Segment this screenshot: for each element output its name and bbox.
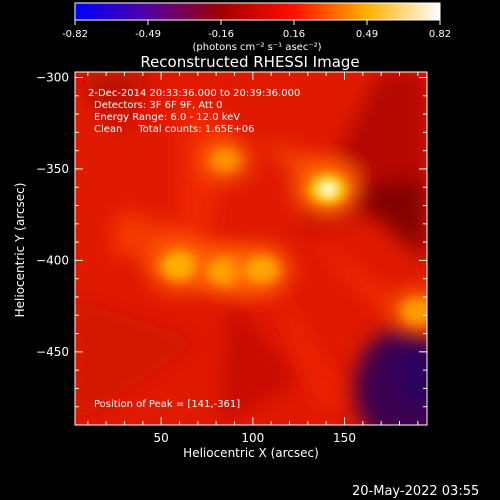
- colorbar-tick-label: 0.82: [429, 29, 451, 40]
- negative-region-core: [395, 345, 427, 406]
- heatmap-area: [75, 72, 427, 425]
- annotation-detectors: Detectors: 3F 6F 9F, Att 0: [94, 100, 222, 111]
- plot-frame: [74, 71, 428, 426]
- x-tick-label: 100: [241, 431, 264, 445]
- x-axis: 50 100 150: [87, 72, 419, 445]
- y-tick-label: −450: [36, 345, 69, 359]
- colorbar-label: (photons cm⁻² s⁻¹ asec⁻²): [192, 42, 321, 53]
- colorbar-tick-label: -0.16: [208, 29, 234, 40]
- heatmap-structure: [75, 72, 427, 425]
- colorbar-tick-label: 0.16: [283, 29, 305, 40]
- annotation-energy-range: Energy Range: 6.0 - 12.0 keV: [94, 112, 240, 123]
- source-core: [401, 298, 427, 325]
- annotation-clean-counts: Clean Total counts: 1.65E+06: [94, 124, 254, 135]
- colorbar-tick-label: -0.82: [62, 29, 88, 40]
- y-axis-label: Heliocentric Y (arcsec): [13, 183, 27, 318]
- colorbar-tick-label: -0.49: [135, 29, 161, 40]
- y-axis: −300 −350 −400 −450: [36, 70, 427, 408]
- colorbar-gradient: [74, 2, 441, 21]
- x-tick-label: 150: [333, 431, 356, 445]
- source-core: [244, 255, 280, 284]
- x-tick-label: 50: [154, 431, 169, 445]
- chart-title: Reconstructed RHESSI Image: [140, 53, 359, 71]
- y-tick-label: −350: [36, 162, 69, 176]
- y-tick-label: −400: [36, 253, 69, 267]
- colorbar-tick-label: 0.49: [356, 29, 378, 40]
- x-axis-label: Heliocentric X (arcsec): [183, 446, 319, 460]
- y-tick-label: −300: [36, 70, 69, 84]
- colorbar: -0.82 -0.49 -0.16 0.16 0.49 0.82 (photons cm⁻…: [62, 2, 451, 53]
- annotation-time-range: 2-Dec-2014 20:33:36.000 to 20:39:36.000: [88, 88, 300, 99]
- annotation-peak-position: Position of Peak = [141,-361]: [94, 399, 240, 410]
- footer-date: 20-May-2022 03:55: [352, 484, 479, 499]
- source-core: [209, 147, 241, 172]
- source-peak: [317, 180, 339, 198]
- source-core: [160, 251, 199, 281]
